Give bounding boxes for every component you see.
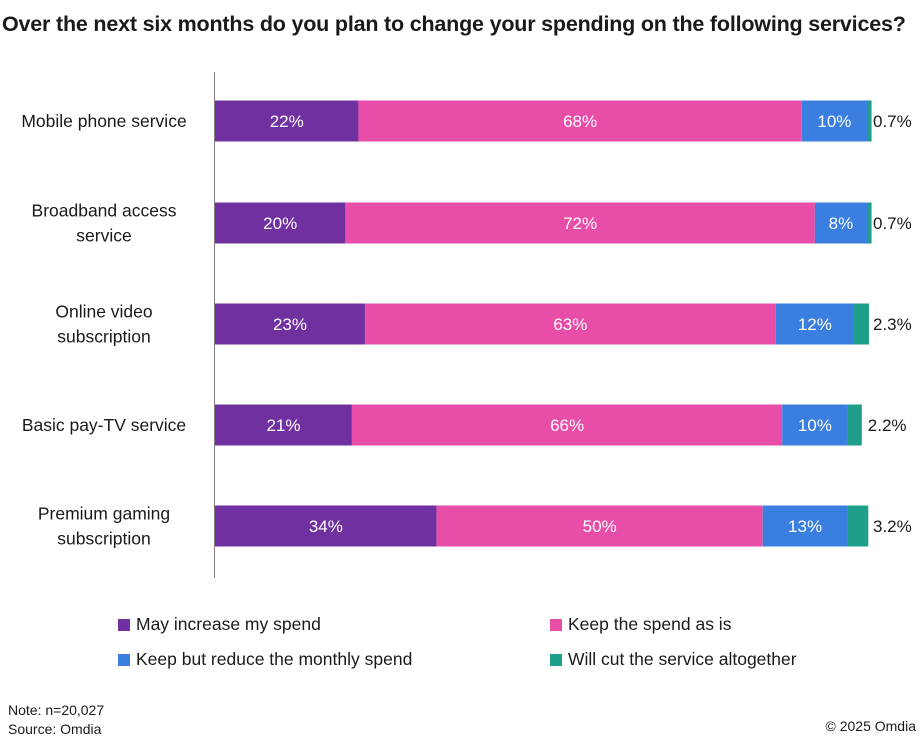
bar-segment: [814, 202, 867, 244]
bar-segment: [853, 303, 869, 345]
copyright-text: © 2025 Omdia: [825, 718, 916, 734]
data-label: 34%: [309, 517, 343, 536]
data-label: 2.2%: [868, 416, 907, 435]
legend-label-cut: Will cut the service altogether: [568, 649, 797, 669]
category-label: Premium gaming subscription: [38, 504, 170, 549]
data-label: 22%: [270, 112, 304, 131]
data-label: 0.7%: [873, 112, 912, 131]
bar-segment: [351, 404, 783, 446]
bar-segment: [345, 202, 815, 244]
source-text: Source: Omdia: [8, 721, 102, 737]
bars-group: 22% 68% 10% 0.7% 20% 72% 8% 0.7% 23% 63% 12% 2.3% 21…: [215, 100, 912, 547]
data-label: 8%: [829, 214, 854, 233]
data-label: 63%: [553, 315, 587, 334]
legend-label-keep: Keep the spend as is: [568, 614, 732, 634]
data-label: 3.2%: [873, 517, 912, 536]
bar-segment: [847, 404, 862, 446]
data-label: 12%: [798, 315, 832, 334]
stacked-bar-chart: 22% 68% 10% 0.7% 20% 72% 8% 0.7% 23% 63% 12% 2.3% 21…: [21, 72, 912, 578]
data-label: 23%: [273, 315, 307, 334]
bar-segment: [775, 303, 854, 345]
chart-title: Over the next six months do you plan to …: [2, 12, 906, 36]
data-label: 0.7%: [873, 214, 912, 233]
data-label: 50%: [583, 517, 617, 536]
category-label: Basic pay-TV service: [22, 415, 186, 435]
bar-segment: [215, 404, 352, 446]
category-label: Broadband access service: [32, 201, 177, 246]
legend-label-increase: May increase my spend: [136, 614, 321, 634]
data-label: 10%: [798, 416, 832, 435]
note-text: Note: n=20,027: [8, 702, 105, 718]
data-label: 21%: [266, 416, 300, 435]
category-label: Mobile phone service: [21, 111, 186, 131]
bar-segment: [867, 202, 872, 244]
legend-item-keep: Keep the spend as is: [550, 614, 731, 635]
bar-segment: [364, 303, 776, 345]
data-label: 72%: [563, 214, 597, 233]
data-label: 68%: [563, 112, 597, 131]
legend-item-cut: Will cut the service altogether: [550, 649, 797, 670]
bar-segment: [436, 505, 763, 547]
category-label: Online video subscription: [55, 302, 152, 347]
legend-swatch-increase: [118, 618, 130, 631]
data-label: 20%: [263, 214, 297, 233]
legend-swatch-keep: [550, 618, 562, 631]
legend-item-increase: May increase my spend: [118, 614, 321, 635]
legend-label-reduce: Keep but reduce the monthly spend: [136, 649, 413, 669]
legend-item-reduce: Keep but reduce the monthly spend: [118, 649, 412, 670]
bar-segment: [215, 303, 365, 345]
data-label: 66%: [550, 416, 584, 435]
bar-segment: [762, 505, 848, 547]
bar-segment: [782, 404, 848, 446]
data-label: 2.3%: [873, 315, 912, 334]
data-label: 10%: [817, 112, 851, 131]
legend-swatch-reduce: [118, 653, 130, 666]
bar-segment: [847, 505, 869, 547]
bar-segment: [215, 505, 437, 547]
bar-segment: [801, 100, 867, 142]
bar-segment: [867, 100, 872, 142]
category-labels: Mobile phone service Broadband access serv…: [21, 111, 186, 549]
bar-segment: [215, 202, 346, 244]
bar-segment: [358, 100, 802, 142]
legend-swatch-cut: [550, 653, 562, 666]
data-label: 13%: [788, 517, 822, 536]
bar-segment: [215, 100, 359, 142]
